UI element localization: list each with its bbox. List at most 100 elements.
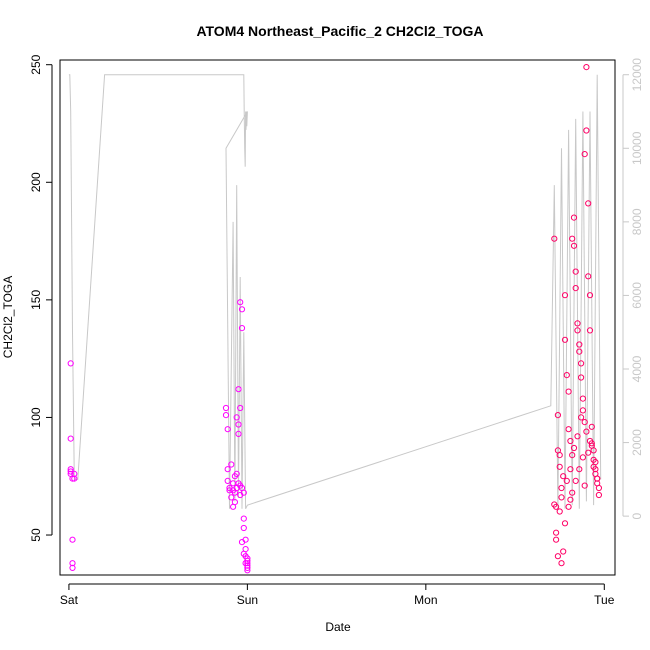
data-point [67,466,74,473]
data-point [569,235,576,242]
data-point [585,449,592,456]
data-point [231,489,238,496]
data-point [572,268,579,275]
data-point [244,567,251,574]
data-point [574,327,581,334]
data-point [594,475,601,482]
y-axis: 50 100 150 200 250 [29,54,53,542]
data-point [71,475,78,482]
data-point [570,214,578,221]
data-point [553,503,560,510]
data-point [238,325,246,332]
data-point [590,463,597,470]
data-point [583,64,590,71]
data-point [579,395,587,402]
data-point [560,548,567,555]
data-point [237,299,244,306]
altitude-line [68,74,602,510]
data-point [67,360,74,367]
data-point [579,454,587,461]
x-tick-label: Sat [60,593,79,607]
data-point [595,484,603,492]
data-point [581,419,588,426]
data-point [595,491,603,499]
data-point [69,564,76,572]
data-point [556,508,563,515]
data-point [237,404,244,412]
data-point [553,536,560,543]
data-point [558,560,565,567]
data-point [235,386,242,393]
data-point [563,477,570,484]
data-point [586,292,594,299]
data-point [578,414,585,421]
data-point [222,412,230,419]
data-point [583,127,590,134]
data-point [554,412,562,419]
data-point [565,503,572,510]
data-point [558,484,565,492]
data-point [574,320,581,327]
y2-tick-label: 10000 [630,131,644,165]
x-tick-label: Tue [594,593,615,607]
data-point [576,348,583,355]
data-point [567,496,574,503]
data-point [242,560,249,567]
data-point [240,550,247,557]
data-point [230,480,237,487]
data-point [553,529,560,536]
data-point [574,433,581,440]
data-point [554,553,562,560]
data-point [240,515,247,522]
data-point [560,473,567,480]
data-point [224,426,231,433]
x-tick-label: Mon [414,593,437,607]
data-point [222,404,230,412]
y-tick-label: 200 [29,172,43,192]
data-point [244,560,251,567]
y2-tick-label: 0 [630,512,644,519]
data-point [585,273,592,280]
data-point [570,242,578,249]
x-axis-label: Date [325,620,351,634]
data-point [240,524,247,532]
data-point [572,477,579,484]
y-tick-label: 150 [29,290,43,310]
data-point [238,539,246,546]
y2-tick-label: 6000 [630,282,644,309]
data-point [588,423,595,430]
y2-tick-label: 4000 [630,355,644,382]
data-point [565,426,572,433]
data-point [586,437,594,445]
y-tick-label: 250 [29,54,43,74]
y2-tick-label: 2000 [630,429,644,456]
data-point [238,306,246,313]
x-axis: Sat Sun Mon Tue [60,583,615,607]
y2-tick-label: 12000 [630,58,644,92]
data-point [69,536,76,543]
data-point [233,414,240,421]
data-point [231,499,238,506]
data-point [561,336,569,343]
data-point [579,407,587,414]
data-point [578,374,585,381]
data-point [561,292,569,299]
data-point [237,491,244,499]
x-tick-label: Sun [237,593,258,607]
data-point [224,466,231,473]
data-point [235,430,242,437]
data-point [233,470,240,477]
data-point [578,360,585,367]
y-tick-label: 50 [29,528,43,542]
data-point [551,235,558,242]
chart-title: ATOM4 Northeast_Pacific_2 CH2Cl2_TOGA [196,23,483,39]
y-tick-label: 100 [29,407,43,427]
data-point [569,452,576,459]
data-point [567,437,574,445]
data-point [581,482,588,489]
data-point [569,489,576,496]
data-point [561,520,569,527]
data-point [556,463,563,470]
data-point [576,341,583,348]
